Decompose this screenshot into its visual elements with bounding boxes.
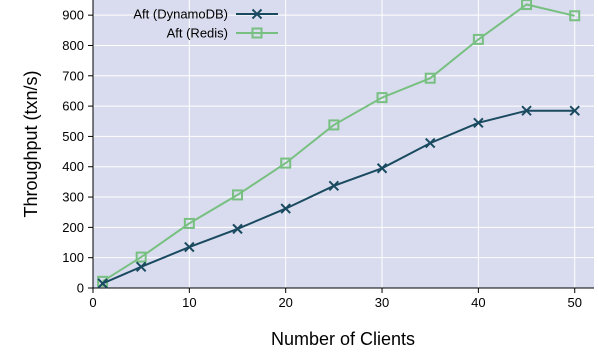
y-tick-label: 900: [62, 8, 84, 23]
x-tick-label: 30: [375, 295, 389, 310]
x-tick-label: 10: [182, 295, 196, 310]
x-marker: [251, 8, 263, 20]
x-marker-stroke: [232, 223, 243, 235]
y-axis: 0 100 200 300 400 500 600 700 800 900: [62, 0, 94, 296]
x-marker-stroke: [184, 241, 195, 253]
series-dynamodb: [97, 105, 580, 289]
x-marker: [184, 241, 195, 253]
x-marker-stroke: [473, 117, 484, 128]
x-axis-title: Number of Clients: [271, 329, 415, 349]
y-tick-label: 700: [62, 68, 84, 83]
x-marker-stroke: [425, 137, 436, 149]
x-marker-stroke: [521, 105, 532, 116]
x-marker: [521, 105, 532, 116]
series-line: [102, 3, 575, 283]
square-marker: [183, 217, 195, 229]
x-marker-stroke: [328, 180, 340, 192]
x-marker: [280, 203, 291, 214]
x-marker: [232, 223, 243, 235]
x-tick-label: 0: [89, 295, 96, 310]
x-marker-stroke: [135, 261, 147, 272]
square-marker: [376, 92, 388, 104]
plot-area-background: [93, 0, 594, 288]
y-tick-label: 0: [77, 281, 84, 296]
x-marker: [376, 163, 388, 174]
x-marker-stroke: [251, 8, 263, 20]
grid-lines: [93, 0, 594, 288]
legend-label: Aft (Redis): [167, 26, 228, 41]
x-marker: [569, 105, 580, 116]
x-tick-label: 20: [278, 295, 292, 310]
x-marker-stroke: [376, 163, 388, 174]
x-marker-stroke: [569, 105, 580, 116]
y-tick-label: 500: [62, 129, 84, 144]
square-marker: [521, 0, 533, 11]
x-axis: 0 10 20 30 40 50: [89, 287, 594, 310]
square-marker: [424, 72, 436, 84]
y-tick-label: 300: [62, 190, 84, 205]
legend-item: Aft (DynamoDB): [133, 7, 278, 22]
x-marker: [425, 137, 436, 149]
square-marker: [232, 189, 244, 201]
y-tick-label: 200: [62, 220, 84, 235]
y-axis-title: Throughput (txn/s): [21, 70, 41, 217]
x-marker: [328, 180, 340, 192]
square-marker: [569, 10, 581, 22]
x-marker-stroke: [97, 278, 108, 289]
y-tick-label: 100: [62, 250, 84, 265]
x-tick-label: 40: [471, 295, 485, 310]
square-marker: [328, 119, 340, 131]
y-tick-label: 800: [62, 38, 84, 53]
y-tick-label: 600: [62, 99, 84, 114]
x-marker-stroke: [280, 203, 291, 214]
legend-item: Aft (Redis): [167, 26, 278, 41]
series-group: [97, 0, 581, 289]
x-tick-label: 50: [567, 295, 581, 310]
square-marker: [280, 157, 292, 169]
legend: Aft (DynamoDB) Aft (Redis): [133, 7, 278, 41]
x-marker: [473, 117, 484, 128]
x-marker: [135, 261, 147, 272]
y-tick-label: 400: [62, 159, 84, 174]
square-marker: [472, 33, 484, 45]
x-marker: [97, 278, 108, 289]
square-marker: [251, 27, 263, 39]
square-marker: [135, 251, 147, 263]
legend-label: Aft (DynamoDB): [133, 7, 228, 22]
